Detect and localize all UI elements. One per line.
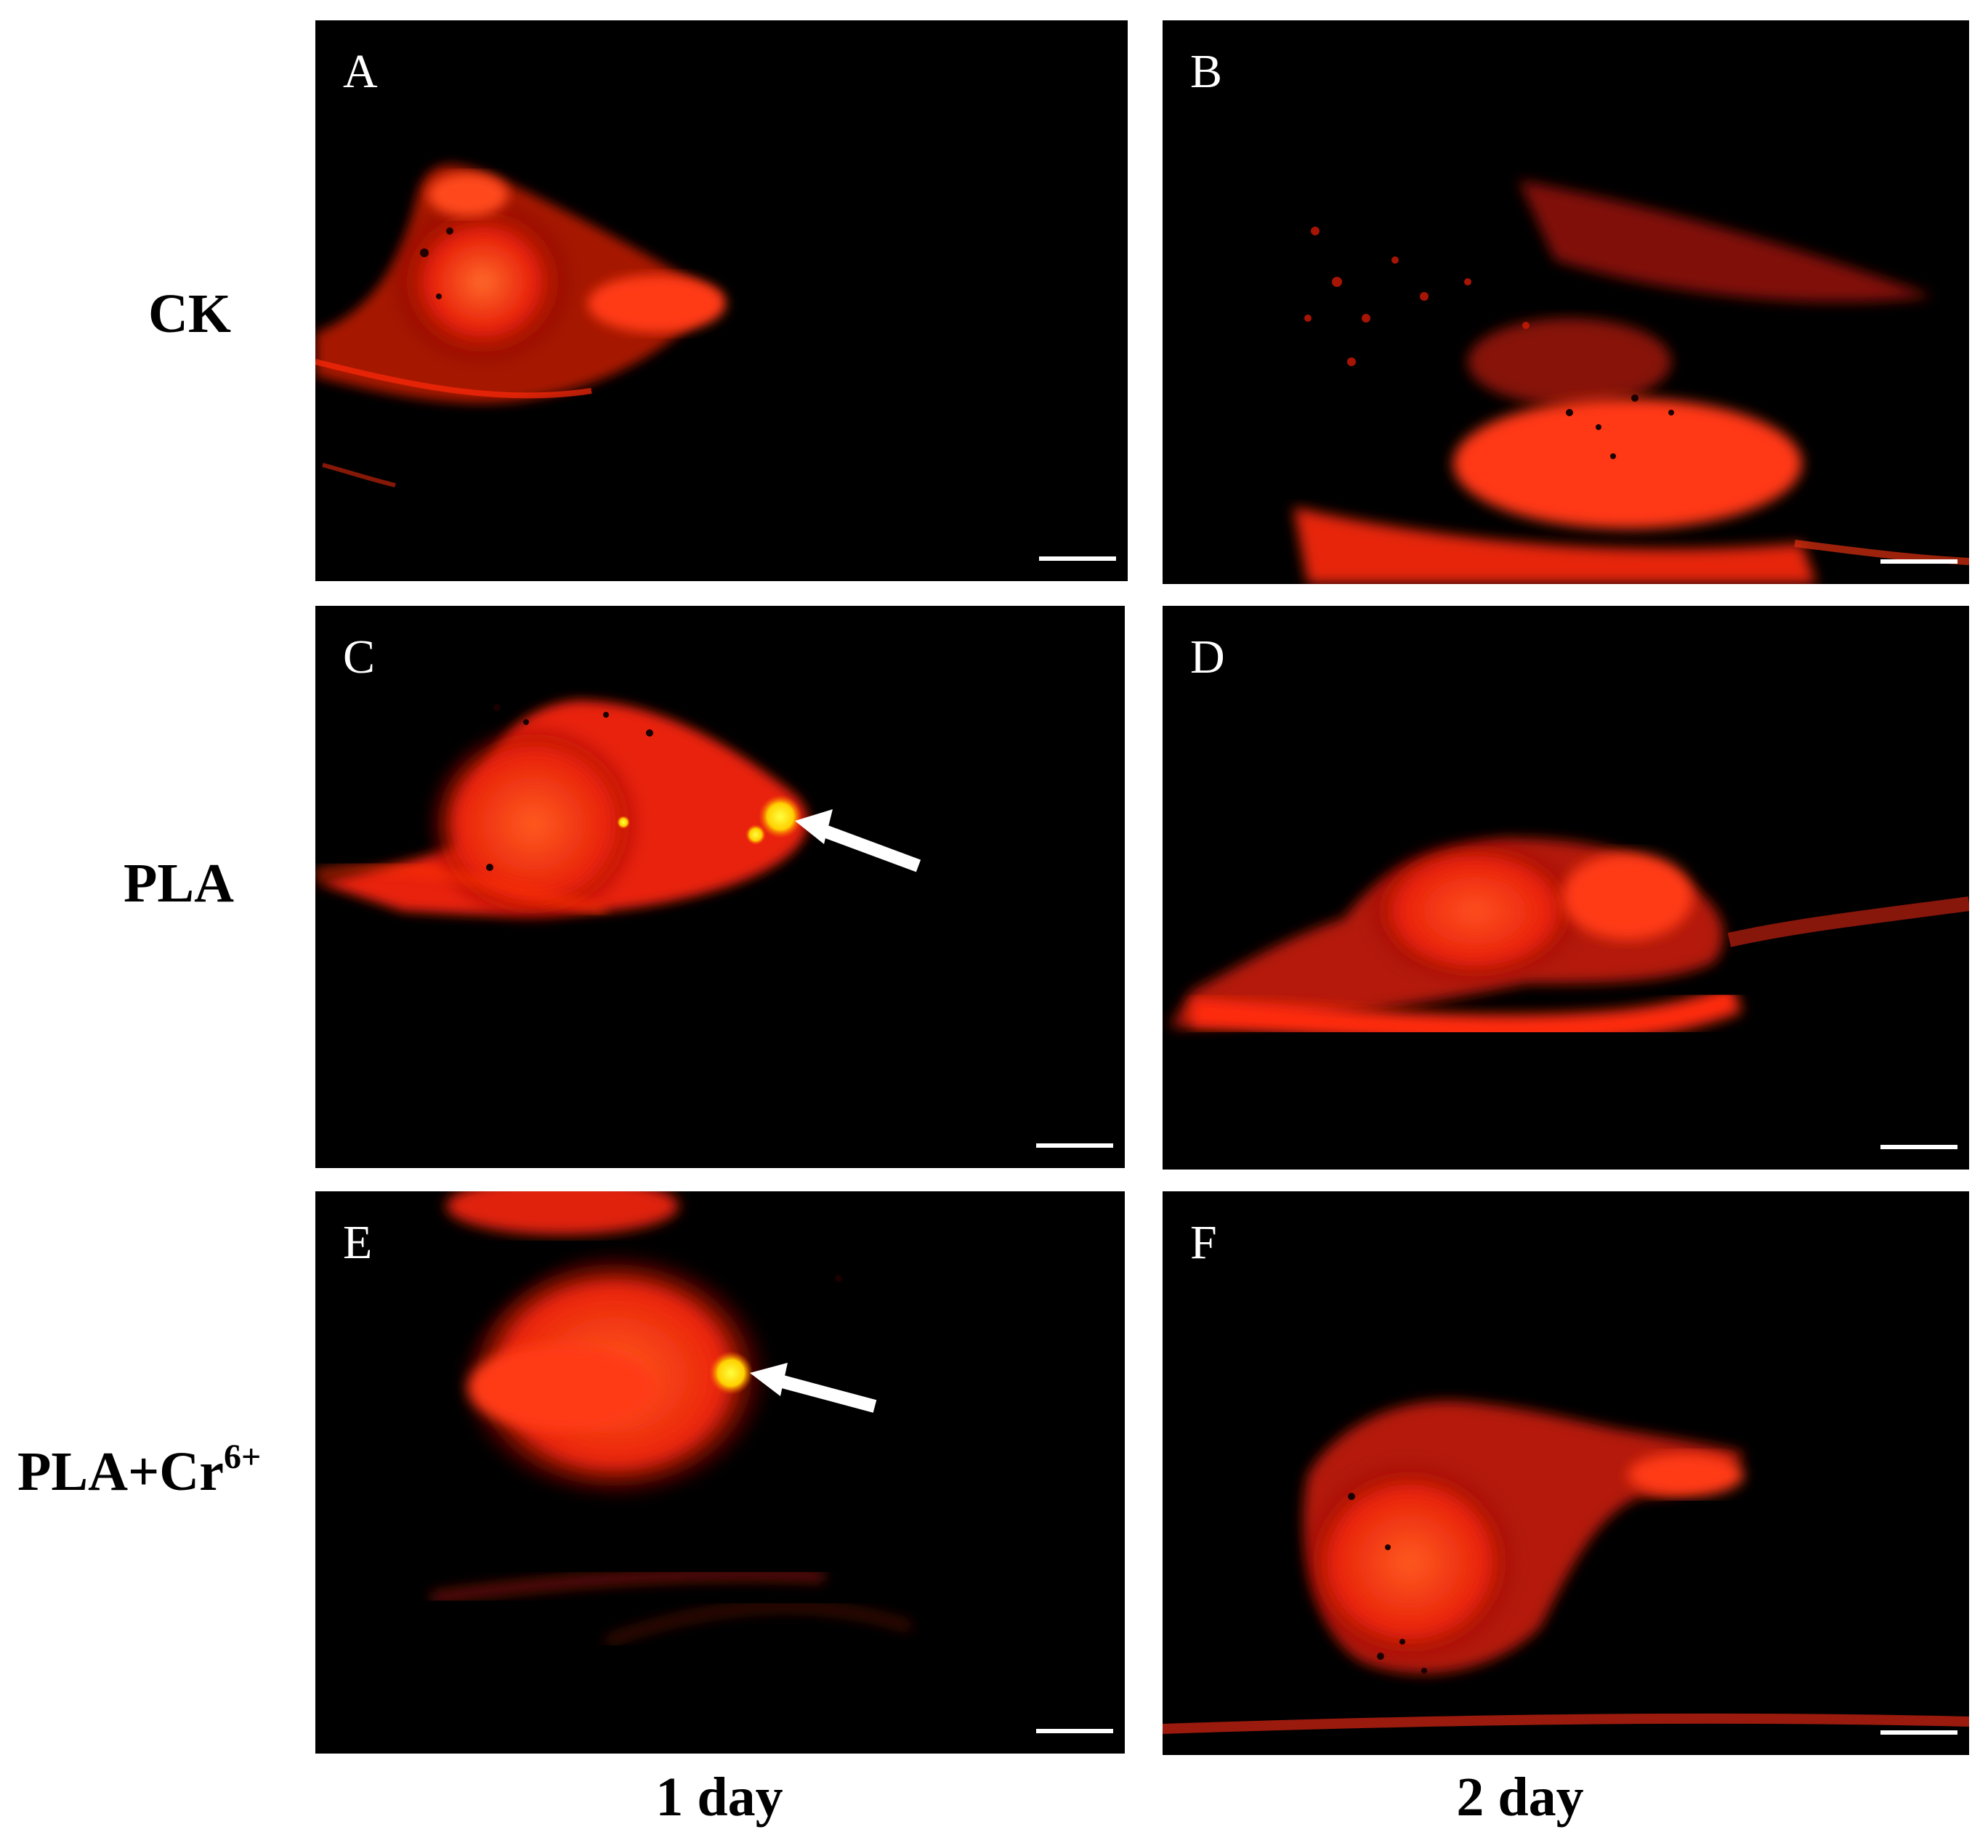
panel-e-image bbox=[430, 1191, 913, 1646]
panel-letter-c: C bbox=[343, 631, 376, 684]
panel-a: A bbox=[315, 20, 1128, 581]
panel-b-image bbox=[1293, 180, 1969, 584]
scale-bar-b bbox=[1880, 559, 1957, 564]
panel-letter-b: B bbox=[1190, 45, 1223, 98]
panel-letter-d: D bbox=[1190, 631, 1225, 684]
panel-a-image bbox=[315, 164, 726, 487]
arrow-e bbox=[750, 1363, 877, 1413]
panel-letter-e: E bbox=[343, 1216, 373, 1269]
scale-bar-e bbox=[1036, 1729, 1113, 1733]
panel-d: D bbox=[1163, 606, 1969, 1170]
row-label-pla: PLA bbox=[124, 853, 234, 914]
panel-d-image bbox=[1170, 838, 1969, 1044]
column-label-1-day: 1 day bbox=[655, 1767, 783, 1828]
panel-c: C bbox=[315, 606, 1125, 1168]
panel-letter-a: A bbox=[343, 45, 378, 98]
scale-bar-f bbox=[1880, 1730, 1957, 1735]
column-label-2-day: 2 day bbox=[1456, 1767, 1584, 1828]
panel-b: B bbox=[1163, 20, 1969, 584]
panel-letter-f: F bbox=[1190, 1216, 1217, 1269]
scale-bar-a bbox=[1039, 556, 1116, 561]
scale-bar-d bbox=[1880, 1145, 1957, 1149]
panel-e: E bbox=[315, 1191, 1125, 1754]
arrow-c bbox=[795, 809, 921, 872]
scale-bar-c bbox=[1036, 1143, 1113, 1148]
row-label-ck: CK bbox=[148, 283, 231, 344]
row-label-pla-cr6: PLA+Cr6+ bbox=[17, 1438, 262, 1502]
panel-f: F bbox=[1163, 1191, 1969, 1755]
panel-f-image bbox=[1163, 1401, 1969, 1734]
superscript-charge: 6+ bbox=[223, 1438, 262, 1476]
panel-c-image bbox=[315, 700, 921, 925]
